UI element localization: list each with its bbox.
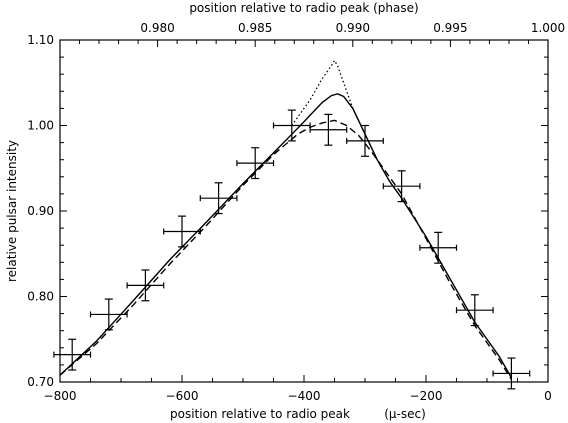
y-axis-label: relative pulsar intensity [5, 140, 19, 282]
y-tick-label: 1.00 [27, 119, 54, 133]
chart-series [53, 59, 531, 390]
x-tick-label: −400 [288, 389, 321, 403]
series-dotted-curve [291, 59, 390, 182]
x-tick-label: 0 [544, 389, 552, 403]
y-tick-label: 1.10 [27, 33, 54, 47]
y-tick-label: 0.70 [27, 375, 54, 389]
top-tick-label: 0.985 [238, 21, 272, 35]
series-solid-curve [59, 93, 513, 379]
top-tick-label: 0.990 [336, 21, 370, 35]
top-tick-label: 0.995 [433, 21, 467, 35]
y-tick-label: 0.80 [27, 290, 54, 304]
x-tick-label: −600 [166, 389, 199, 403]
x-tick-label: −200 [410, 389, 443, 403]
axis-ticks: −800 −600 −400 −200 0 0.70 0.80 0.90 1.00 1.10 0.9… [27, 21, 565, 403]
x-tick-label: −800 [44, 389, 77, 403]
x-axis-unit: (μ-sec) [384, 407, 426, 421]
y-tick-label: 0.90 [27, 204, 54, 218]
top-axis-label: position relative to radio peak (phase) [189, 1, 418, 15]
x-axis-label: position relative to radio peak [170, 407, 350, 421]
plot-frame [59, 39, 549, 383]
series-dashed-curve [59, 119, 512, 380]
top-tick-label: 1.000 [531, 21, 565, 35]
top-tick-label: 0.980 [140, 21, 174, 35]
